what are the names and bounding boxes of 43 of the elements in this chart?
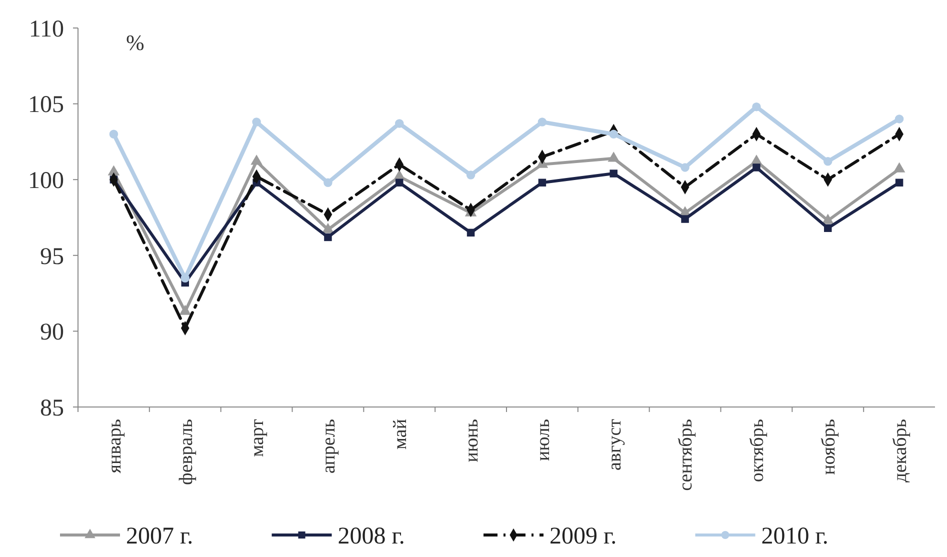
x-tick-label: октябрь	[747, 418, 768, 482]
x-tick-label: июнь	[461, 418, 482, 462]
y-tick-label: 105	[28, 92, 64, 118]
point	[680, 163, 690, 172]
point	[610, 170, 618, 178]
point	[395, 119, 404, 128]
legend-label: 2010 г.	[761, 523, 828, 550]
point	[466, 170, 476, 180]
y-tick-label: 90	[40, 320, 64, 346]
point	[824, 157, 832, 166]
x-tick-label: март	[247, 418, 268, 457]
x-tick-label: декабрь	[890, 418, 911, 482]
legend-label: 2007 г.	[126, 523, 194, 550]
y-axis-title: %	[126, 30, 144, 55]
x-tick-label: ноябрь	[818, 418, 840, 475]
point	[538, 178, 546, 187]
point	[681, 215, 689, 223]
point	[324, 233, 332, 242]
point	[895, 178, 904, 187]
x-tick-label: июль	[532, 418, 554, 462]
point	[538, 118, 547, 126]
point	[466, 228, 475, 237]
point	[752, 102, 761, 112]
point	[894, 114, 904, 124]
x-tick-label: январь	[104, 418, 126, 474]
x-tick-label: май	[390, 419, 412, 450]
point	[752, 164, 760, 172]
point	[609, 130, 618, 138]
legend-label: 2009 г.	[550, 523, 617, 550]
y-tick-label: 110	[28, 16, 64, 42]
point	[824, 224, 832, 232]
x-tick-label: август	[604, 418, 626, 470]
y-tick-label: 85	[40, 395, 64, 422]
x-tick-label: февраль	[176, 418, 197, 485]
x-tick-label: сентябрь	[676, 418, 697, 491]
point	[109, 130, 118, 138]
point	[324, 178, 332, 187]
point	[396, 178, 404, 187]
x-tick-label: апрель	[318, 418, 340, 474]
legend-label: 2008 г.	[338, 523, 405, 550]
y-tick-label: 100	[28, 168, 64, 194]
point	[252, 118, 261, 126]
y-tick-label: 95	[40, 244, 64, 270]
